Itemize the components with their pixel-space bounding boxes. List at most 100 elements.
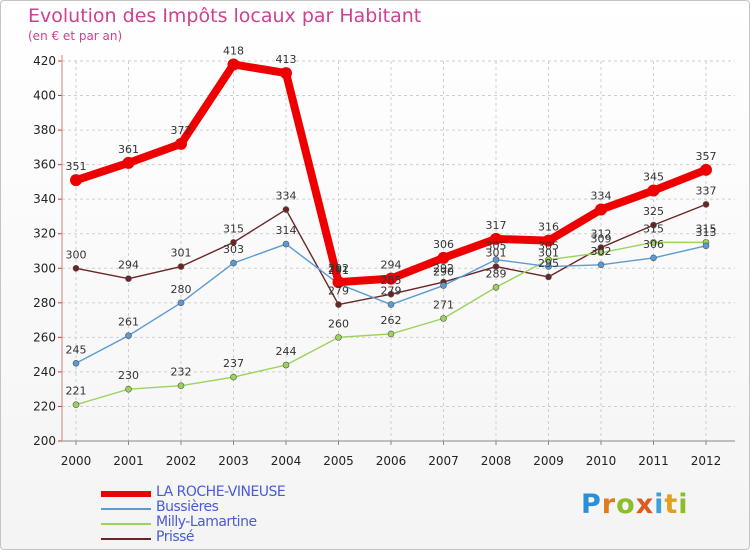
- data-point-2: [72, 401, 80, 409]
- data-point-2: [597, 249, 605, 257]
- data-point-1: [72, 359, 80, 367]
- x-tick-label: 2011: [638, 454, 669, 468]
- data-point-3: [650, 221, 657, 229]
- legend-swatch-la-roche-vineuse: [101, 491, 151, 497]
- y-tick-label: 300: [33, 261, 56, 275]
- x-tick-label: 2001: [113, 454, 144, 468]
- x-tick-label: 2007: [428, 454, 459, 468]
- data-point-0: [385, 272, 397, 285]
- data-point-1: [440, 282, 447, 289]
- data-label-3: 285: [381, 274, 402, 287]
- data-point-0: [647, 184, 660, 197]
- proxiti-logo: Proxiti: [581, 489, 689, 520]
- y-tick-label: 360: [33, 158, 56, 172]
- data-label-3: 337: [696, 184, 717, 197]
- data-point-1: [650, 254, 657, 262]
- logo-letter: i: [654, 489, 665, 520]
- data-label-1: 301: [538, 247, 559, 260]
- x-tick-label: 2000: [61, 454, 92, 468]
- x-tick-label: 2010: [586, 454, 617, 468]
- legend-label-prisse: Prissé: [156, 529, 195, 545]
- data-label-2: 271: [433, 298, 454, 311]
- data-point-2: [440, 315, 447, 322]
- data-label-0: 351: [66, 160, 87, 173]
- data-label-3: 312: [591, 228, 612, 241]
- x-tick-label: 2003: [218, 454, 249, 468]
- x-tick-label: 2012: [691, 454, 722, 468]
- data-point-0: [70, 174, 82, 187]
- data-label-2: 230: [118, 369, 139, 382]
- data-label-2: 244: [276, 345, 297, 358]
- data-label-3: 325: [643, 205, 664, 218]
- data-point-0: [332, 276, 345, 289]
- data-label-3: 279: [328, 285, 349, 298]
- data-label-0: 357: [696, 150, 717, 163]
- data-label-1: 290: [433, 266, 454, 279]
- data-label-3: 300: [66, 248, 87, 261]
- data-label-2: 305: [538, 240, 559, 253]
- data-point-3: [545, 273, 552, 281]
- data-point-0: [175, 137, 187, 150]
- data-label-3: 315: [223, 222, 244, 235]
- y-tick-label: 200: [33, 434, 56, 448]
- legend-swatch-milly-lamartine: [101, 523, 151, 525]
- y-tick-label: 260: [33, 330, 56, 344]
- x-tick-label: 2006: [376, 454, 407, 468]
- data-point-2: [230, 373, 237, 381]
- logo-letter: r: [601, 489, 617, 520]
- data-point-3: [72, 264, 80, 272]
- data-point-3: [177, 263, 185, 270]
- chart-title: Evolution des Impôts locaux par Habitant: [28, 5, 422, 27]
- legend-swatch-bussieres: [101, 508, 151, 510]
- logo-letter: i: [678, 489, 689, 520]
- x-tick-label: 2002: [166, 454, 197, 468]
- data-label-0: 292: [328, 262, 349, 275]
- data-point-1: [545, 263, 552, 270]
- data-label-2: 221: [66, 385, 87, 398]
- data-point-3: [335, 301, 342, 308]
- logo-letter: t: [664, 489, 679, 520]
- data-label-2: 315: [643, 222, 664, 235]
- data-label-0: 334: [591, 190, 612, 203]
- y-tick-label: 220: [33, 399, 56, 413]
- x-tick-label: 2008: [481, 454, 512, 468]
- data-label-2: 237: [223, 357, 244, 370]
- data-point-2: [650, 239, 657, 246]
- data-point-3: [125, 275, 132, 282]
- data-label-0: 294: [381, 259, 402, 272]
- data-point-3: [282, 206, 290, 213]
- data-point-0: [437, 251, 450, 264]
- data-label-1: 314: [276, 224, 297, 237]
- logo-letter: x: [635, 489, 655, 520]
- data-label-2: 260: [328, 317, 349, 330]
- data-point-1: [597, 261, 605, 269]
- data-label-0: 316: [538, 221, 559, 234]
- data-point-3: [492, 263, 500, 270]
- data-label-1: 261: [118, 316, 139, 329]
- data-label-0: 306: [433, 238, 454, 251]
- data-label-2: 315: [696, 222, 717, 235]
- data-point-1: [492, 256, 500, 263]
- data-label-0: 317: [486, 219, 507, 232]
- y-tick-label: 420: [33, 54, 56, 68]
- data-label-0: 345: [643, 171, 664, 184]
- data-point-2: [545, 256, 552, 263]
- data-label-0: 361: [118, 143, 139, 156]
- data-label-2: 289: [486, 267, 507, 280]
- data-point-1: [230, 259, 237, 267]
- data-label-1: 303: [223, 243, 244, 256]
- data-point-2: [282, 361, 290, 369]
- data-point-0: [595, 203, 607, 216]
- data-point-3: [230, 239, 237, 246]
- data-label-3: 292: [433, 262, 454, 275]
- data-point-1: [387, 301, 395, 308]
- data-label-1: 313: [696, 226, 717, 239]
- data-point-2: [177, 382, 185, 390]
- data-point-0: [122, 156, 135, 169]
- data-point-0: [227, 58, 240, 71]
- data-label-2: 309: [591, 233, 612, 246]
- data-label-1: 306: [643, 238, 664, 251]
- y-tick-label: 380: [33, 123, 56, 137]
- data-point-0: [700, 163, 712, 176]
